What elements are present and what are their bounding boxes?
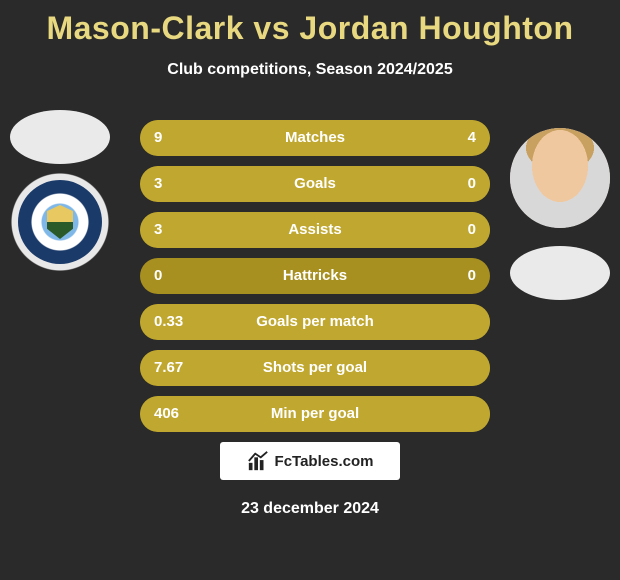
stat-value-right: 0 bbox=[468, 258, 476, 294]
subtitle: Club competitions, Season 2024/2025 bbox=[0, 61, 620, 79]
stat-label: Goals bbox=[140, 166, 490, 202]
stat-label: Min per goal bbox=[140, 396, 490, 432]
stat-label: Shots per goal bbox=[140, 350, 490, 386]
stat-row: Assists3 0 bbox=[140, 212, 490, 248]
footer-text: FcTables.com bbox=[275, 453, 374, 470]
page-title: Mason-Clark vs Jordan Houghton bbox=[0, 0, 620, 47]
date: 23 december 2024 bbox=[0, 500, 620, 518]
player-left-club-crest bbox=[10, 172, 110, 272]
stat-row: Goals per match0.33 bbox=[140, 304, 490, 340]
stat-value-left: 0 bbox=[154, 258, 162, 294]
player-left-avatar bbox=[10, 110, 110, 164]
stat-row: Min per goal406 bbox=[140, 396, 490, 432]
stat-value-right: 4 bbox=[468, 120, 476, 156]
stat-row: Goals3 0 bbox=[140, 166, 490, 202]
player-right-club-crest bbox=[510, 246, 610, 300]
stat-value-left: 406 bbox=[154, 396, 179, 432]
chart-icon bbox=[247, 450, 269, 472]
stat-value-left: 3 bbox=[154, 166, 162, 202]
stat-value-right: 0 bbox=[468, 166, 476, 202]
stat-label: Matches bbox=[140, 120, 490, 156]
stat-row: Hattricks0 0 bbox=[140, 258, 490, 294]
stat-value-left: 0.33 bbox=[154, 304, 183, 340]
stats-rows: Matches94Goals30Assists30Hattricks00Goal… bbox=[140, 120, 490, 442]
stat-value-right: 0 bbox=[468, 212, 476, 248]
stat-value-left: 3 bbox=[154, 212, 162, 248]
player-face-icon bbox=[510, 128, 610, 228]
stat-label: Hattricks bbox=[140, 258, 490, 294]
stat-value-left: 7.67 bbox=[154, 350, 183, 386]
player-right-avatar bbox=[510, 128, 610, 228]
stat-row: Shots per goal7.67 bbox=[140, 350, 490, 386]
footer-logo: FcTables.com bbox=[220, 442, 400, 480]
stat-row: Matches9 4 bbox=[140, 120, 490, 156]
stat-label: Assists bbox=[140, 212, 490, 248]
club-crest-icon bbox=[18, 180, 102, 264]
stat-label: Goals per match bbox=[140, 304, 490, 340]
stat-value-left: 9 bbox=[154, 120, 162, 156]
